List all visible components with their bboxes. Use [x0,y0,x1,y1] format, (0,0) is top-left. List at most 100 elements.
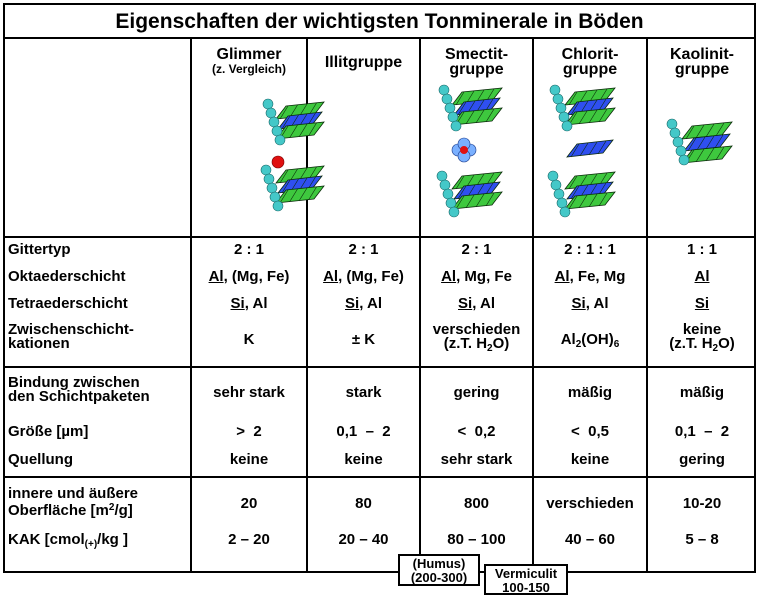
sheet-edge [279,189,289,204]
row-label-tetraeder: Tetraederschicht [8,295,128,312]
column-divider [646,39,648,573]
column-divider [306,39,308,573]
atom [550,179,562,191]
atom [669,127,681,139]
vermiculit-note: Vermiculit 100-150 [484,564,568,595]
sheet-edge [475,109,485,124]
sheet-edge [705,123,715,138]
column-header-smectit: Smectit-gruppe [444,46,509,78]
cell-quellung-chlorit: keine [570,451,610,468]
cell-oktaeder-chlorit: Al, Fe, Mg [554,268,626,285]
atom [666,118,678,130]
sheet-edge [485,192,495,207]
atom [438,84,450,96]
sheet-edge [281,115,291,130]
atom [561,120,573,132]
column-header-illit: Illitgruppe [324,54,403,71]
cell-quellung-illit: keine [344,451,383,468]
cell-oberflaeche-illit: 80 [355,495,372,512]
sheet-edge [298,187,308,202]
row-label-gittertyp: Gittertyp [8,241,71,258]
cell-quellung-kaolinit: gering [679,451,725,468]
cell-kak-smectit: 80 – 100 [447,531,506,548]
cation [460,146,468,154]
sheet-edge [715,146,725,161]
sheet-edge [695,124,705,139]
sheet-edge [598,108,608,123]
atom [265,107,277,119]
cell-oktaeder-kaolinit: Al [694,268,710,285]
atom [272,200,284,212]
atom [445,197,457,209]
cell-oktaeder-illit: Al, (Mg, Fe) [323,268,404,285]
column-divider [532,39,534,573]
row-label-kak: KAK [cmol(+)/kg ] [8,531,129,550]
cell-kak-kaolinit: 5 – 8 [685,531,719,548]
sheet-edge [568,175,578,190]
cell-bindung-kaolinit: mäßig [679,384,725,401]
sheet-layer [564,107,616,126]
cell-groesse-chlorit: < 0,5 [571,423,609,440]
chlorit-structure-illustration [547,84,616,218]
sheet-edge [588,141,598,156]
cell-quellung-glimmer: keine [229,451,269,468]
atom [556,197,568,209]
atom [672,136,684,148]
atom [268,116,280,128]
atom [269,191,281,203]
cell-quellung-smectit: sehr stark [440,451,513,468]
row-label-groesse: Größe [µm] [8,423,89,440]
cell-kak-chlorit: 40 – 60 [564,531,616,548]
cell-bindung-smectit: gering [453,384,500,401]
sheet-edge [281,179,291,194]
cell-tetraeder-illit: Si, Al [345,295,382,312]
cell-tetraeder-glimmer: Si, Al [230,295,268,312]
cell-gittertyp-glimmer: 2 : 1 [233,241,264,258]
sheet-layer [566,139,614,158]
sheet-edge [578,194,588,209]
atom [442,188,454,200]
atom [547,170,559,182]
sheet-edge [465,110,475,125]
cell-oberflaeche-kaolinit: 10-20 [682,495,722,512]
cell-groesse-illit: 0,1 – 2 [336,423,391,440]
sheet-edge [289,188,298,203]
kaolinit-structure-illustration [666,118,733,166]
cell-kak-glimmer: 2 – 20 [228,531,270,548]
cell-gittertyp-kaolinit: 1 : 1 [686,241,717,258]
atom [260,164,272,176]
sheet-edge [568,195,578,210]
sheet-edge [455,91,465,106]
sheet-edge [308,186,317,201]
column-header-kaolinit: Kaolinit-gruppe [670,46,734,78]
atom [263,173,275,185]
cell-zwischen-illit: ± K [351,331,376,348]
cell-kak-illit: 20 – 40 [338,531,389,548]
cell-groesse-glimmer: > 2 [236,423,262,440]
atom [678,154,690,166]
column-divider [419,39,421,573]
table-title: Eigenschaften der wichtigsten Tonmineral… [3,3,756,39]
row-divider [3,236,756,238]
sheet-edge [588,109,598,124]
atom [552,93,564,105]
sheet-edge [705,135,715,150]
sheet-edge [705,147,715,162]
row-label-oberflaeche: innere und äußere Oberfläche [m2/g] [8,485,139,519]
sheet-edge [457,101,467,116]
atom [266,182,278,194]
cell-zwischen-smectit: verschieden (z.T. H2O) [432,321,521,354]
cell-oberflaeche-glimmer: 20 [240,495,258,512]
sheet-edge [298,123,308,138]
atom [558,111,570,123]
cell-tetraeder-smectit: Si, Al [458,295,495,312]
sheet-layer [564,191,616,210]
row-divider [3,476,756,478]
sheet-edge [289,124,298,139]
sheet-edge [457,185,467,200]
smectit-structure-illustration [436,84,503,218]
cell-zwischen-glimmer: K [243,331,255,348]
cell-gittertyp-chlorit: 2 : 1 : 1 [564,241,616,258]
sheet-edge [568,91,578,106]
cell-oberflaeche-chlorit: verschieden [546,495,634,512]
